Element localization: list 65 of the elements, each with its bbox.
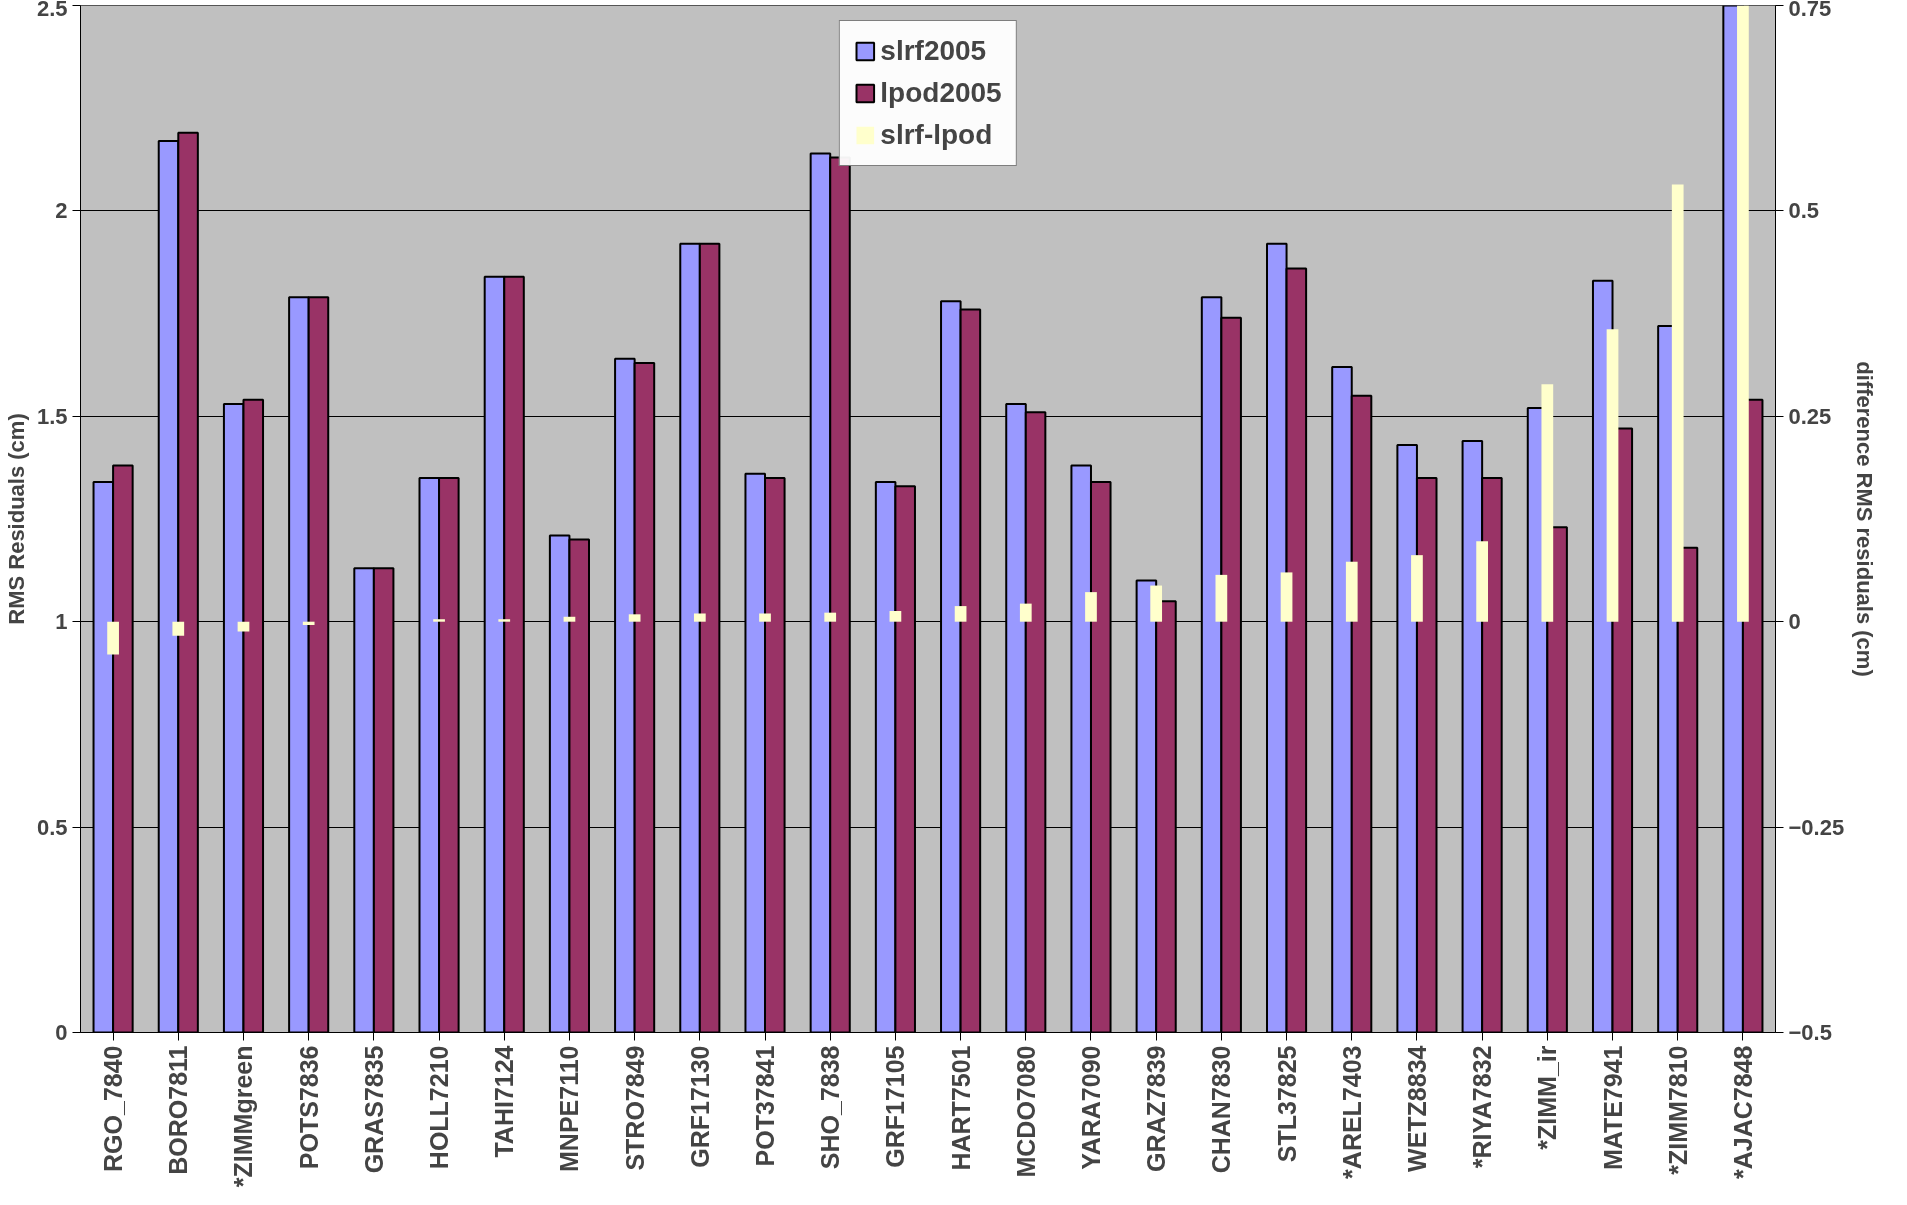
x-tick-label: GRF17130: [685, 1045, 714, 1168]
bar: [433, 619, 445, 622]
bar: [1280, 572, 1293, 622]
x-tick-label: *ZIMMgreen: [229, 1045, 258, 1188]
x-tick-label: POT37841: [751, 1045, 780, 1167]
bar: [1019, 603, 1032, 622]
bar: [498, 619, 511, 622]
bar: [107, 621, 119, 655]
bar: [759, 613, 771, 622]
legend-label: lpod2005: [880, 77, 1002, 109]
x-tick-label: STRO7849: [620, 1045, 649, 1171]
y-tick-label: 1: [55, 609, 68, 635]
bar: [889, 611, 902, 622]
y-tick-label: 0.5: [36, 814, 68, 840]
x-tick-label: GRF17105: [881, 1045, 910, 1168]
bar: [1606, 329, 1619, 622]
y2-tick-label: −0.5: [1788, 1020, 1832, 1045]
x-tick-label: *AREL7403: [1337, 1045, 1366, 1179]
bar: [824, 612, 837, 622]
x-tick-label: WETZ8834: [1402, 1045, 1431, 1172]
x-tick-label: *AJAC7848: [1728, 1045, 1757, 1179]
y-axis-title: RMS Residuals (cm): [3, 413, 29, 625]
bar: [302, 621, 315, 625]
y2-tick-label: −0.25: [1788, 814, 1845, 840]
bar: [563, 616, 576, 622]
y2-tick-label: 0.5: [1788, 198, 1820, 224]
legend-label: slrf2005: [880, 35, 987, 67]
bar: [1476, 541, 1488, 622]
y-tick-label: 1.5: [36, 403, 68, 429]
x-tick-label: STL37825: [1272, 1045, 1301, 1163]
x-tick-label: RGO_7840: [99, 1045, 128, 1172]
x-tick-label: MNPE7110: [555, 1045, 584, 1172]
y2-tick-label: 0.25: [1788, 403, 1832, 429]
bar: [1150, 585, 1163, 622]
bar: [1085, 592, 1097, 622]
x-tick-label: *ZIMM7810: [1663, 1045, 1692, 1175]
y2-axis-title: difference RMS residuals (cm): [1852, 361, 1878, 677]
bar: [1345, 561, 1358, 622]
x-tick-label: HOLL7210: [425, 1045, 454, 1170]
y-tick-label: 2.5: [36, 0, 68, 21]
x-tick-label: GRAS7835: [359, 1045, 388, 1174]
x-tick-label: TAHI7124: [490, 1045, 519, 1158]
y-tick-label: 0: [55, 1020, 68, 1045]
bar: [172, 621, 185, 636]
bar: [1411, 555, 1423, 622]
x-tick-label: BORO7811: [164, 1045, 193, 1175]
bar: [954, 606, 967, 622]
x-tick-label: MCDO7080: [1011, 1045, 1040, 1178]
legend-label: slrf-lpod: [880, 119, 993, 151]
x-tick-label: POTS7836: [294, 1045, 323, 1170]
x-tick-label: *RIYA7832: [1468, 1045, 1497, 1169]
x-tick-label: YARA7090: [1076, 1045, 1105, 1170]
x-tick-label: GRAZ7839: [1142, 1045, 1171, 1172]
x-tick-label: MATE7941: [1598, 1045, 1627, 1171]
y-tick-label: 2: [55, 198, 68, 224]
x-tick-label: *ZIMM_ir: [1533, 1045, 1562, 1150]
y2-tick-label: 0.75: [1788, 0, 1832, 21]
y2-tick-label: 0: [1788, 609, 1801, 635]
x-tick-label: SHO_7838: [816, 1045, 845, 1170]
bar: [1215, 574, 1228, 622]
x-tick-label: HART7501: [946, 1045, 975, 1171]
bar: [628, 614, 641, 622]
x-tick-label: CHAN7830: [1207, 1045, 1236, 1174]
bar: [237, 621, 250, 632]
bar: [693, 613, 706, 622]
